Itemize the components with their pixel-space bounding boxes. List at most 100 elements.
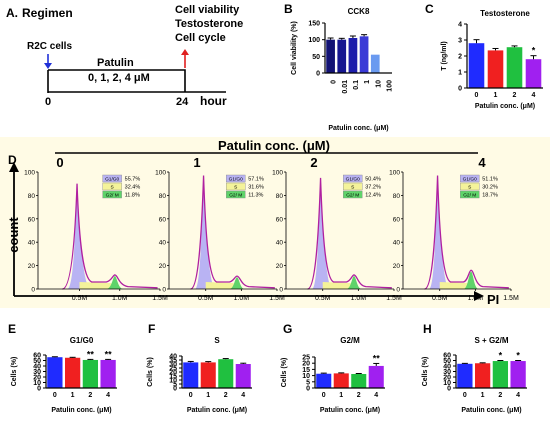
regimen-bracket xyxy=(48,69,186,92)
chart-f-category-label: 2 xyxy=(224,392,228,399)
histogram-1-g1-area xyxy=(194,175,215,289)
chart-b-ylabel: Cell viability (%) xyxy=(291,21,298,75)
chart-b-ytick-label: 50 xyxy=(312,54,320,61)
histogram-1-legend-swatch xyxy=(226,174,246,183)
histogram-2-phase-percent: 50.4% xyxy=(365,177,381,183)
histogram-4-legend-swatch xyxy=(460,190,480,199)
chart-h-significance: * xyxy=(516,351,520,361)
regimen-blue-arrow-head xyxy=(44,63,52,69)
chart-h-bar xyxy=(510,361,526,388)
chart-h-category-label: 0 xyxy=(463,392,467,399)
histogram-0-legend-swatch xyxy=(102,182,122,191)
chart-c-title: Testosterone xyxy=(480,9,530,18)
histogram-0-g1-area xyxy=(67,183,90,289)
chart-f-ytick-label: 5 xyxy=(173,382,177,389)
histogram-4-s-area xyxy=(439,281,468,289)
panel-c-letter: C xyxy=(425,2,434,16)
chart-g-category-label: 4 xyxy=(374,392,378,399)
chart-e-ytick-label: 60 xyxy=(33,353,41,360)
histogram-1-ytick-label: 80 xyxy=(159,193,167,200)
chart-h-bar xyxy=(457,363,473,388)
histogram-2-phase-percent: 12.4% xyxy=(365,193,381,199)
histogram-1-curve xyxy=(190,175,275,290)
chart-g-ytick-label: 15 xyxy=(302,367,310,374)
histogram-4-phase-percent: 51.1% xyxy=(482,177,498,183)
chart-c-category-label: 1 xyxy=(494,92,498,99)
histogram-0-xtick-label: 1.0M xyxy=(112,295,128,302)
histogram-1-ytick-label: 0 xyxy=(162,287,166,294)
histogram-1-xtick-label: 1.5M xyxy=(269,295,285,302)
histogram-1-legend-label: S xyxy=(234,185,237,191)
regimen-tick-end: 24 xyxy=(176,96,189,108)
chart-e-ylabel: Cells (%) xyxy=(11,357,18,387)
histogram-0-conc-label: 0 xyxy=(56,155,63,170)
chart-h-ytick-label: 0 xyxy=(447,386,451,393)
histogram-0-phase-percent: 32.4% xyxy=(125,185,141,191)
histogram-1-legend-label: G1/G0 xyxy=(229,177,243,183)
histogram-4-curve xyxy=(424,175,509,290)
histogram-2-legend-label: S xyxy=(351,185,354,191)
chart-b: CCK8 0 50 100 150 0 0.01 0.1 1 10 100 Cell viabilit… xyxy=(291,7,393,132)
histogram-0-ytick-label: 0 xyxy=(31,287,35,294)
pi-axis-title: PI xyxy=(487,292,499,307)
chart-e-significance: ** xyxy=(105,349,113,359)
regimen-endpoint-1: Cell viability xyxy=(175,4,240,16)
chart-b-category-label: 10 xyxy=(375,80,382,88)
chart-e-xlabel: Patulin conc. (μM) xyxy=(51,407,111,414)
chart-b-bar xyxy=(348,38,358,73)
histogram-4-ytick-label: 100 xyxy=(389,170,400,177)
histogram-1-conc-label: 1 xyxy=(193,155,200,170)
panel-b-letter: B xyxy=(284,2,293,16)
histogram-2-g2m-area xyxy=(346,276,362,289)
histogram-2-xtick-label: 1.5M xyxy=(386,295,402,302)
chart-b-category-label: 0 xyxy=(331,80,338,84)
histogram-2-ytick-label: 80 xyxy=(276,193,284,200)
chart-c-category-label: 4 xyxy=(532,92,536,99)
chart-g-bar xyxy=(351,373,367,388)
chart-f-bar xyxy=(235,364,251,388)
histogram-0-xtick-label: 1.5M xyxy=(152,295,168,302)
chart-c-significance: * xyxy=(532,46,536,56)
histogram-1-ytick-label: 60 xyxy=(159,216,167,223)
histogram-2-ytick-label: 20 xyxy=(276,263,284,270)
histogram-4-legend-label: S xyxy=(468,185,471,191)
histogram-0-ytick-label: 100 xyxy=(24,170,35,177)
histogram-0-ytick-label: 60 xyxy=(28,216,36,223)
chart-f-ytick-label: 20 xyxy=(169,370,177,377)
histogram-1-ytick-label: 40 xyxy=(159,240,167,247)
chart-b-category-label: 100 xyxy=(386,80,393,92)
histogram-2-ytick-label: 100 xyxy=(272,170,283,177)
chart-e-significance: ** xyxy=(87,349,95,359)
chart-f-ytick-label: 25 xyxy=(169,366,177,373)
chart-e-bar xyxy=(100,359,116,388)
regimen-time-unit: hour xyxy=(200,94,227,108)
chart-b-xlabel: Patulin conc. (μM) xyxy=(328,125,388,132)
histogram-2-legend-label: G2/ M xyxy=(346,193,359,199)
histogram-0-legend-swatch xyxy=(102,190,122,199)
histogram-0-legend-swatch xyxy=(102,174,122,183)
panel-f-letter: F xyxy=(148,322,155,336)
chart-g-ytick-label: 0 xyxy=(306,386,310,393)
panel-b: B CCK8 0 50 100 150 0 0.01 0.1 1 10 100 Cell viabil… xyxy=(284,2,393,132)
chart-h-xlabel: Patulin conc. (μM) xyxy=(461,407,521,414)
histogram-1-phase-percent: 57.1% xyxy=(248,177,264,183)
chart-e-category-label: 2 xyxy=(88,392,92,399)
histogram-0-ytick-label: 20 xyxy=(28,263,36,270)
histogram-4-ytick-label: 60 xyxy=(393,216,401,223)
chart-b-category-label: 1 xyxy=(364,80,371,84)
chart-g-category-label: 1 xyxy=(339,392,343,399)
chart-b-ytick-label: 150 xyxy=(308,21,320,28)
histogram-1-xtick-label: 0.5M xyxy=(198,295,214,302)
histogram-1-legend-swatch xyxy=(226,182,246,191)
chart-f-bar xyxy=(183,362,199,388)
chart-g-ytick-label: 25 xyxy=(302,355,310,362)
histogram-2-s-area xyxy=(322,281,351,289)
chart-h-category-label: 1 xyxy=(481,392,485,399)
chart-c-bar xyxy=(506,47,523,88)
histogram-4-ytick-label: 0 xyxy=(396,287,400,294)
